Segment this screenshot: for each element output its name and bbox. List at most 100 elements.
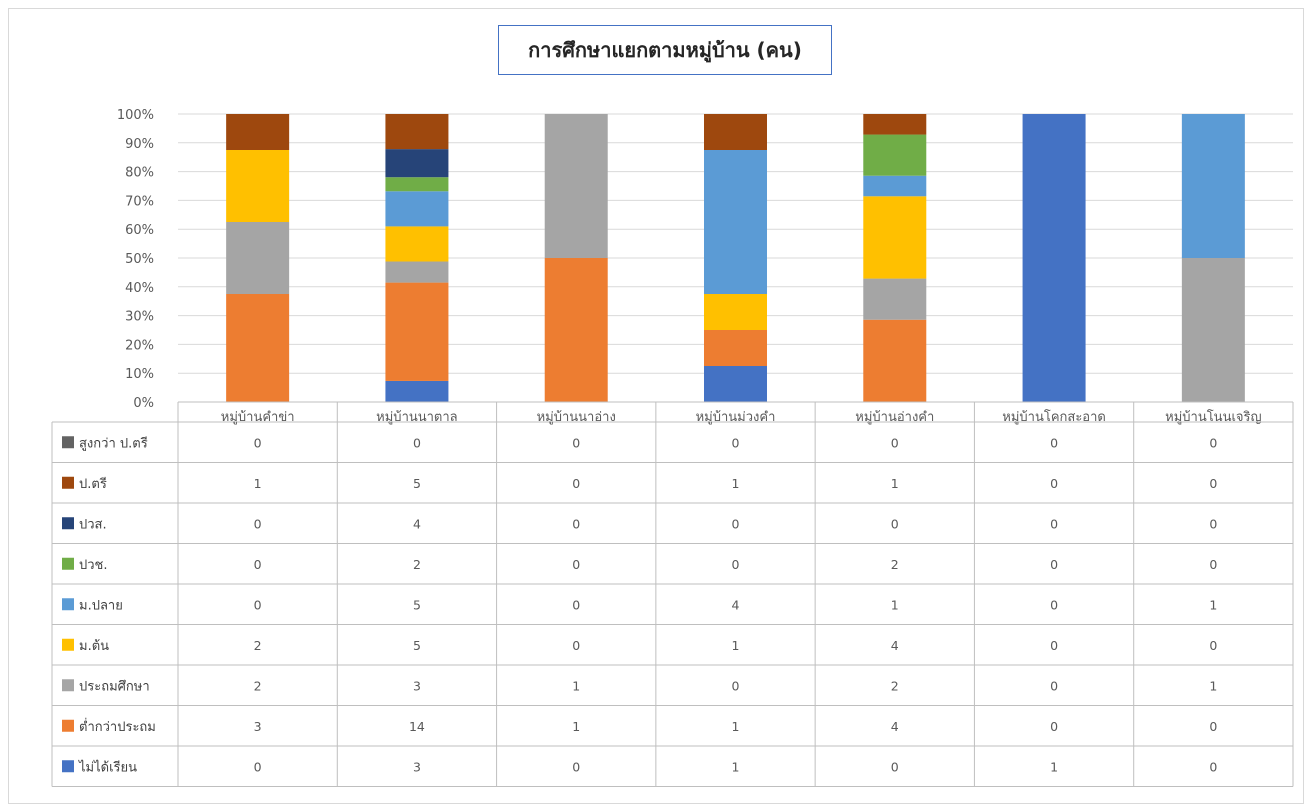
data-cell: 0 — [254, 597, 262, 612]
category-label: หมู่บ้านอ่างคำ — [855, 410, 934, 425]
series-label: ประถมศึกษา — [79, 679, 150, 694]
data-cell: 0 — [891, 759, 899, 774]
data-cell: 0 — [572, 435, 580, 450]
y-tick-label: 10% — [125, 367, 154, 382]
data-cell: 2 — [891, 557, 899, 572]
data-cell: 1 — [1050, 759, 1058, 774]
series-label: ปวช. — [79, 558, 108, 573]
data-cell: 0 — [732, 516, 740, 531]
bar-segment — [704, 114, 767, 150]
data-cell: 0 — [1209, 719, 1217, 734]
series-label: ไม่ได้เรียน — [78, 759, 137, 775]
data-cell: 1 — [732, 719, 740, 734]
data-cell: 4 — [891, 719, 899, 734]
y-tick-label: 100% — [117, 108, 154, 123]
bar-segment — [863, 196, 927, 279]
y-tick-label: 60% — [125, 223, 154, 238]
data-cell: 2 — [413, 557, 421, 572]
data-cell: 0 — [572, 476, 580, 491]
data-cell: 3 — [413, 678, 421, 693]
y-tick-label: 20% — [125, 338, 154, 353]
data-cell: 0 — [572, 516, 580, 531]
bar-segment — [385, 191, 449, 227]
data-cell: 0 — [1050, 435, 1058, 450]
bar-segment — [385, 114, 449, 150]
bar-segment — [704, 150, 767, 294]
y-tick-label: 40% — [125, 281, 154, 296]
bar-segment — [226, 222, 290, 294]
data-cell: 0 — [254, 516, 262, 531]
series-label: ปวส. — [79, 517, 107, 532]
data-cell: 0 — [1209, 516, 1217, 531]
data-cell: 0 — [1209, 638, 1217, 653]
chart-title: การศึกษาแยกตามหมู่บ้าน (คน) — [498, 25, 832, 75]
data-cell: 2 — [891, 678, 899, 693]
data-cell: 0 — [572, 638, 580, 653]
data-cell: 0 — [1209, 435, 1217, 450]
data-cell: 1 — [891, 476, 899, 491]
bar-segment — [1181, 114, 1245, 258]
data-cell: 1 — [1209, 678, 1217, 693]
series-label: ม.ปลาย — [79, 598, 123, 613]
data-cell: 0 — [1209, 476, 1217, 491]
data-cell: 0 — [572, 759, 580, 774]
bar-segment — [385, 282, 449, 381]
data-cell: 0 — [732, 678, 740, 693]
category-label: หมู่บ้านคำข่า — [221, 410, 295, 425]
bar-segment — [544, 114, 608, 258]
data-cell: 2 — [254, 638, 262, 653]
data-cell: 1 — [732, 476, 740, 491]
category-label: หมู่บ้านโคกสะอาด — [1002, 409, 1106, 425]
bar-segment — [226, 150, 290, 222]
data-cell: 1 — [732, 759, 740, 774]
y-tick-label: 80% — [125, 166, 154, 181]
y-tick-label: 0% — [133, 396, 154, 411]
bar-segment — [1022, 114, 1086, 402]
legend-key — [62, 436, 74, 449]
bar-segment — [385, 261, 449, 283]
data-cell: 1 — [572, 678, 580, 693]
data-cell: 0 — [572, 557, 580, 572]
data-cell: 0 — [891, 435, 899, 450]
bar-segment — [385, 380, 449, 402]
data-cell: 5 — [413, 476, 421, 491]
bar-segment — [385, 226, 449, 262]
category-label: หมู่บ้านโนนเจริญ — [1165, 409, 1261, 425]
bar-segment — [385, 177, 449, 192]
legend-key — [62, 719, 74, 732]
data-cell: 1 — [1209, 597, 1217, 612]
series-label: ม.ต้น — [79, 639, 109, 654]
series-label: ป.ตรี — [79, 476, 107, 492]
bar-segment — [863, 319, 927, 402]
bar-segment — [385, 149, 449, 178]
data-cell: 0 — [1209, 759, 1217, 774]
data-cell: 0 — [1050, 597, 1058, 612]
bar-segment — [704, 366, 767, 402]
bar-segment — [863, 175, 927, 197]
bar-segment — [544, 258, 608, 402]
data-cell: 0 — [1050, 678, 1058, 693]
bar-segment — [1181, 258, 1245, 402]
data-cell: 4 — [732, 597, 740, 612]
category-label: หมู่บ้านนาตาล — [376, 410, 457, 425]
data-cell: 1 — [254, 476, 262, 491]
bar-segment — [863, 278, 927, 320]
bar-segment — [863, 114, 927, 135]
legend-key — [62, 679, 74, 692]
data-cell: 0 — [254, 435, 262, 450]
legend-key — [62, 760, 74, 773]
data-cell: 0 — [1050, 719, 1058, 734]
data-cell: 0 — [254, 759, 262, 774]
data-cell: 3 — [413, 759, 421, 774]
data-cell: 0 — [413, 435, 421, 450]
data-cell: 0 — [1050, 516, 1058, 531]
y-tick-label: 30% — [125, 310, 154, 325]
data-cell: 0 — [254, 557, 262, 572]
bar-segment — [704, 330, 767, 366]
legend-key — [62, 517, 74, 530]
data-cell: 4 — [891, 638, 899, 653]
y-tick-label: 50% — [125, 252, 154, 267]
legend-key — [62, 476, 74, 489]
data-cell: 0 — [1050, 557, 1058, 572]
